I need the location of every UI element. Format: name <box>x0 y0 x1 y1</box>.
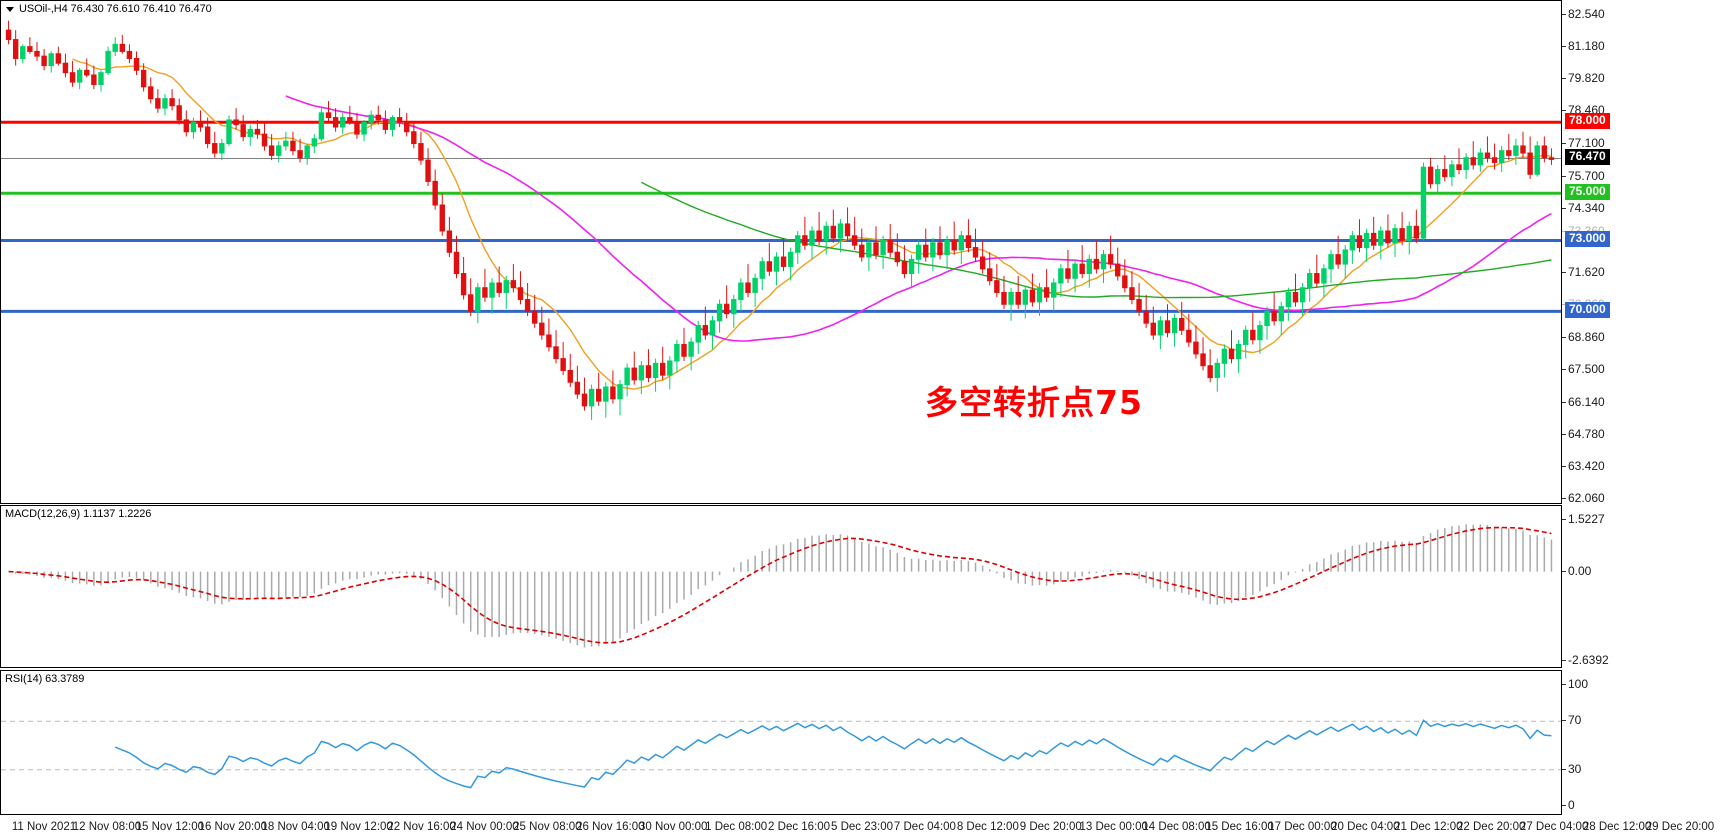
time-tick: 9 Dec 20:00 <box>1019 821 1082 833</box>
price-chart-panel[interactable]: USOil-,H4 76.430 76.610 76.410 76.470 <box>0 0 1562 504</box>
time-tick: 15 Dec 16:00 <box>1205 821 1274 833</box>
price-tick: 71.620 <box>1562 265 1605 280</box>
price-plot <box>1 20 1561 421</box>
time-tick: 21 Dec 12:00 <box>1394 821 1463 833</box>
price-tick: 74.340 <box>1562 200 1605 215</box>
price-tick: 81.180 <box>1562 39 1605 54</box>
price-level-tag[interactable]: 78.000 <box>1565 113 1610 130</box>
rsi-tick: 70 <box>1561 713 1582 728</box>
macd-tick: 1.5227 <box>1562 512 1605 526</box>
macd-tick: 0.00 <box>1561 563 1592 578</box>
price-tick: 68.860 <box>1562 330 1605 345</box>
time-tick: 22 Nov 16:00 <box>387 821 456 833</box>
price-tick: 66.140 <box>1562 394 1605 409</box>
rsi-label: RSI(14) 63.3789 <box>5 673 85 685</box>
time-tick: 15 Nov 12:00 <box>135 821 205 833</box>
macd-label: MACD(12,26,9) 1.1137 1.2226 <box>5 508 152 520</box>
rsi-axis[interactable]: 100 70 30 0 <box>1561 670 1731 815</box>
time-tick: 2 Dec 16:00 <box>768 821 831 833</box>
price-level-tag[interactable]: 70.000 <box>1565 302 1610 319</box>
time-tick: 1 Dec 08:00 <box>705 821 768 833</box>
price-tick: 63.420 <box>1562 458 1605 473</box>
rsi-tick: 30 <box>1561 761 1582 776</box>
macd-tick: -2.6392 <box>1562 653 1609 667</box>
price-level-tag[interactable]: 75.000 <box>1565 184 1610 201</box>
rsi-panel[interactable]: RSI(14) 63.3789 <box>0 670 1562 815</box>
time-tick: 12 Nov 08:00 <box>72 821 142 833</box>
chevron-down-icon[interactable] <box>6 7 14 12</box>
rsi-plot <box>1 719 1561 789</box>
price-tick: 67.500 <box>1562 362 1605 377</box>
price-tick: 62.060 <box>1562 491 1605 505</box>
time-tick: 14 Dec 08:00 <box>1142 821 1211 833</box>
time-tick: 27 Dec 04:00 <box>1519 821 1589 833</box>
macd-axis[interactable]: 1.5227 0.00 -2.6392 <box>1561 505 1731 668</box>
price-tick: 75.700 <box>1562 168 1605 183</box>
time-tick: 17 Dec 00:00 <box>1268 821 1337 833</box>
macd-panel[interactable]: MACD(12,26,9) 1.1137 1.2226 <box>0 505 1562 668</box>
price-tick: 64.780 <box>1562 426 1605 441</box>
text-annotation: 多空转折点75 <box>925 383 1143 422</box>
price-tick: 82.540 <box>1562 7 1605 21</box>
rsi-tick: 100 <box>1561 677 1589 691</box>
time-tick: 20 Dec 04:00 <box>1331 821 1400 833</box>
time-tick: 24 Nov 00:00 <box>450 821 519 833</box>
time-tick: 30 Nov 00:00 <box>639 821 708 833</box>
time-tick: 22 Dec 20:00 <box>1457 821 1526 833</box>
price-level-tag[interactable]: 73.000 <box>1565 231 1610 248</box>
time-tick: 19 Nov 12:00 <box>324 821 393 833</box>
price-tick: 79.820 <box>1562 71 1605 86</box>
price-axis[interactable]: 82.540 81.180 79.820 78.460 77.100 75.700 74.3… <box>1562 0 1731 505</box>
time-tick: 26 Nov 16:00 <box>576 821 645 833</box>
time-tick: 28 Dec 12:00 <box>1582 821 1652 833</box>
time-tick: 16 Nov 20:00 <box>198 821 267 833</box>
macd-plot <box>8 524 1553 648</box>
price-level-tag[interactable]: 76.470 <box>1565 149 1610 166</box>
time-tick: 18 Nov 04:00 <box>261 821 330 833</box>
time-tick: 13 Dec 00:00 <box>1079 821 1148 833</box>
time-tick: 11 Nov 2021 <box>11 821 77 833</box>
time-tick: 5 Dec 23:00 <box>830 821 894 833</box>
time-tick: 29 Dec 20:00 <box>1645 821 1715 833</box>
time-axis[interactable]: 11 Nov 2021 12 Nov 08:00 15 Nov 12:00 16 No… <box>0 816 1731 839</box>
time-tick: 8 Dec 12:00 <box>956 821 1019 833</box>
price-tick: 77.100 <box>1562 135 1605 150</box>
rsi-tick: 0 <box>1562 798 1575 812</box>
time-tick: 25 Nov 08:00 <box>513 821 582 833</box>
price-chart-title: USOil-,H4 76.430 76.610 76.410 76.470 <box>19 3 212 15</box>
time-tick: 7 Dec 04:00 <box>893 821 956 833</box>
